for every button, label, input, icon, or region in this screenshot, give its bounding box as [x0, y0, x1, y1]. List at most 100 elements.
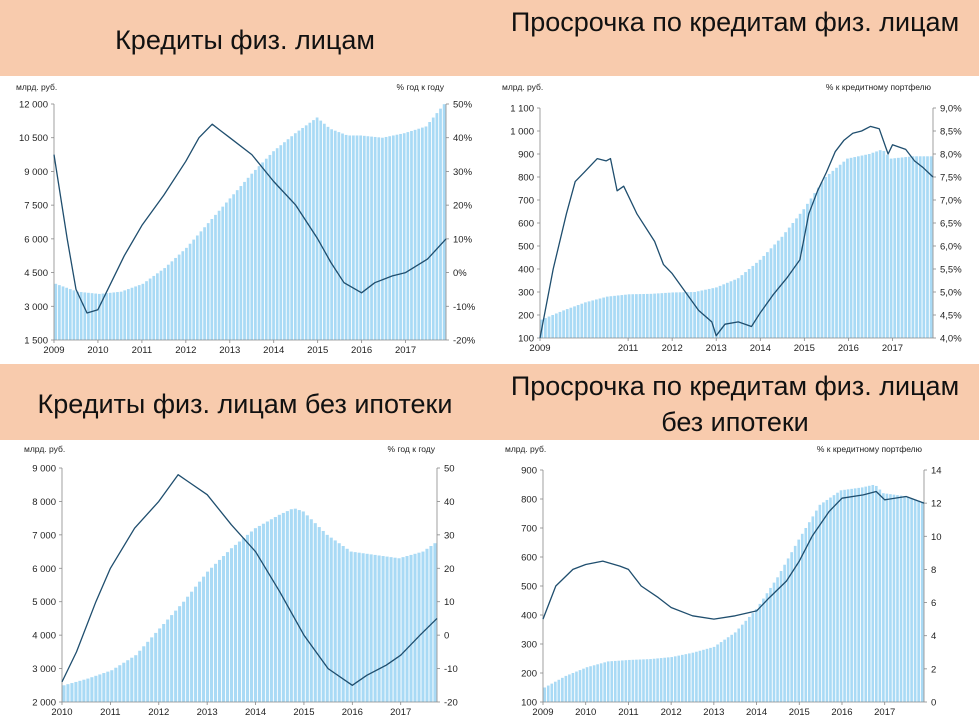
- bar: [130, 657, 134, 702]
- bar: [319, 120, 323, 340]
- bar: [554, 313, 558, 338]
- chart-loans-no-mortgage: млрд. руб. % год к году 2 000 3 000 4 000 5 0…: [0, 440, 490, 723]
- bar: [897, 157, 900, 338]
- right-tick-label: 4,0%: [940, 334, 962, 345]
- bar: [277, 514, 281, 702]
- right-tick-label: 50%: [453, 100, 473, 111]
- bar: [839, 490, 843, 702]
- x-tick-label: 2010: [575, 707, 596, 718]
- left-tick-label: 200: [518, 311, 534, 322]
- bar: [341, 546, 345, 702]
- bar: [221, 206, 225, 340]
- left-tick-label: 7 500: [24, 201, 48, 212]
- bar: [652, 658, 656, 702]
- bar: [101, 293, 105, 340]
- bar: [911, 156, 915, 338]
- bar: [397, 558, 401, 702]
- bar: [889, 494, 892, 702]
- right-tick-label: 7,0%: [940, 196, 962, 207]
- right-tick-label: 2: [931, 664, 936, 675]
- bar: [377, 555, 381, 702]
- x-tick-label: 2010: [51, 707, 72, 718]
- bar: [653, 293, 656, 338]
- bar: [691, 652, 695, 702]
- bar: [896, 495, 899, 702]
- bar: [564, 675, 568, 702]
- left-tick-label: 4 000: [32, 631, 56, 642]
- right-tick-label: 6,5%: [940, 219, 962, 230]
- bar-series: [62, 508, 437, 702]
- bar: [293, 508, 297, 702]
- left-tick-label: 800: [521, 495, 537, 506]
- bar: [370, 136, 373, 340]
- bar: [272, 151, 275, 340]
- bar: [635, 659, 638, 702]
- bar: [594, 299, 598, 338]
- bar: [54, 283, 58, 340]
- bar: [929, 156, 933, 338]
- bar: [119, 291, 123, 340]
- bar: [543, 687, 547, 702]
- bar: [569, 307, 573, 338]
- x-tick-label: 2014: [263, 345, 284, 356]
- bar: [82, 679, 86, 702]
- bar: [239, 186, 243, 340]
- bar: [813, 193, 817, 338]
- bar: [435, 113, 439, 340]
- bar: [609, 296, 613, 338]
- bar: [592, 665, 596, 702]
- bar: [254, 169, 257, 340]
- right-unit-label: % к кредитному портфелю: [817, 444, 923, 454]
- bar: [755, 262, 758, 338]
- bar: [249, 531, 253, 702]
- bar: [667, 292, 671, 338]
- x-tick-label: 2013: [197, 707, 218, 718]
- bar: [903, 496, 906, 702]
- x-tick-label: 2015: [789, 707, 810, 718]
- bar: [97, 293, 101, 340]
- title-loans: Кредиты физ. лицам: [115, 25, 375, 55]
- bar: [439, 108, 442, 340]
- bar: [357, 552, 361, 702]
- bar: [305, 515, 309, 702]
- bar: [656, 293, 660, 338]
- bar: [836, 492, 839, 702]
- bar: [685, 292, 689, 338]
- bar: [599, 663, 603, 702]
- bar: [192, 239, 196, 340]
- line-series: [61, 474, 438, 686]
- bar: [134, 286, 137, 340]
- bar: [174, 257, 177, 340]
- bar: [762, 598, 765, 702]
- bar: [544, 318, 547, 338]
- bar: [616, 295, 620, 338]
- bar: [83, 292, 87, 340]
- bar: [624, 294, 627, 338]
- bar: [602, 297, 605, 338]
- bar: [410, 130, 413, 340]
- bar: [695, 651, 698, 702]
- bar: [878, 150, 882, 338]
- right-tick-label: 10: [931, 532, 942, 543]
- x-tick-label: 2014: [245, 707, 266, 718]
- bar: [315, 117, 319, 340]
- bar: [118, 665, 122, 702]
- bar: [349, 551, 353, 702]
- bar: [675, 292, 678, 338]
- left-tick-label: 2 000: [32, 698, 56, 709]
- bar: [882, 150, 886, 338]
- bar: [856, 156, 860, 338]
- bar: [373, 136, 377, 340]
- bar: [72, 290, 76, 340]
- right-tick-label: 4: [931, 631, 936, 642]
- bar: [261, 523, 265, 702]
- bar: [698, 650, 702, 702]
- bar: [166, 264, 170, 340]
- bar: [348, 135, 352, 340]
- bar: [90, 293, 94, 340]
- bar: [221, 556, 226, 702]
- bar: [359, 135, 363, 340]
- bar: [228, 198, 232, 340]
- bar: [780, 236, 784, 338]
- bar: [816, 187, 820, 338]
